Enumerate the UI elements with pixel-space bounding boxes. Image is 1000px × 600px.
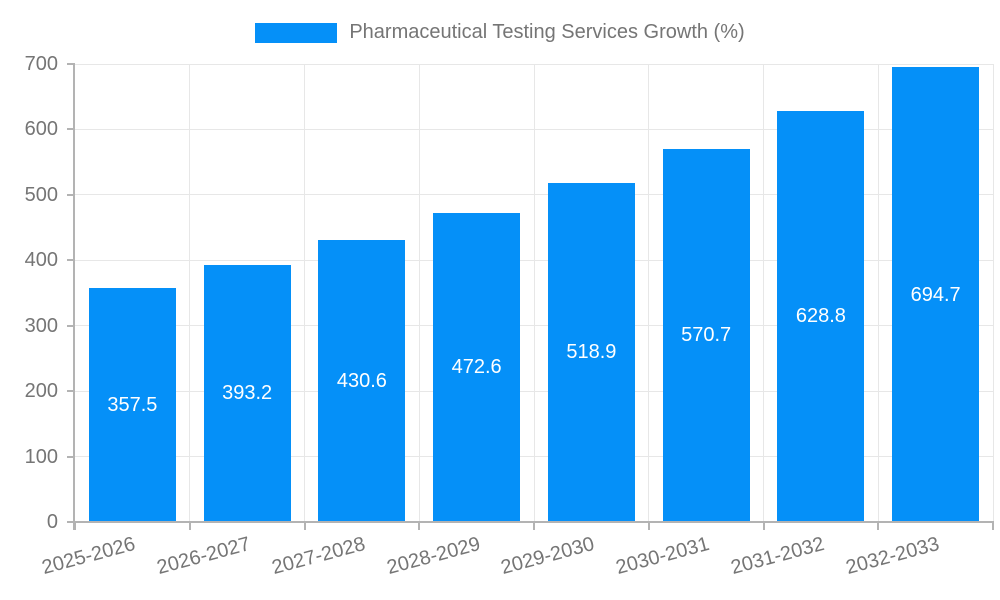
- x-axis-tick-mark: [533, 522, 535, 530]
- gridline-vertical: [877, 64, 879, 522]
- chart-legend[interactable]: Pharmaceutical Testing Services Growth (…: [0, 21, 1000, 44]
- gridline-vertical: [189, 64, 191, 522]
- x-axis-tick-mark: [762, 522, 765, 530]
- y-axis-tick-label: 600: [24, 118, 58, 141]
- bar[interactable]: [662, 148, 750, 522]
- y-axis-tick-label: 500: [24, 183, 58, 206]
- gridline-vertical: [533, 64, 535, 522]
- plot-area: 357.5 393.2 430.6 472.6 518.9 570.7 628.8 694.7: [75, 63, 994, 522]
- bar[interactable]: [318, 240, 406, 522]
- bar-value-label: 393.2: [222, 382, 273, 405]
- y-axis-tick-mark: [67, 63, 75, 65]
- y-axis-tick-mark: [67, 259, 75, 262]
- x-axis-tick-mark: [992, 522, 994, 530]
- y-axis-tick-mark: [67, 128, 75, 131]
- x-axis-tick-mark: [188, 522, 191, 530]
- x-axis-tick-mark: [647, 522, 650, 530]
- y-axis-tick-mark: [67, 521, 75, 523]
- y-axis-tick-label: 200: [24, 380, 58, 403]
- y-axis-tick-mark: [67, 390, 75, 393]
- gridline-vertical: [304, 64, 305, 522]
- gridline-vertical: [418, 64, 420, 522]
- x-axis-tick-mark: [418, 522, 421, 530]
- bar-value-label: 694.7: [910, 283, 961, 306]
- gridline-vertical: [992, 64, 994, 522]
- legend-label: Pharmaceutical Testing Services Growth (…: [349, 21, 745, 43]
- bar-value-label: 570.7: [681, 324, 732, 347]
- gridline-vertical: [763, 64, 764, 522]
- bar[interactable]: [777, 110, 865, 522]
- bar-value-label: 357.5: [107, 394, 158, 417]
- bar-value-label: 518.9: [566, 341, 617, 364]
- y-axis-tick-label: 700: [24, 53, 58, 75]
- x-axis-tick-mark: [74, 522, 76, 530]
- y-axis-line: [73, 64, 75, 530]
- bar[interactable]: [88, 288, 176, 522]
- y-axis-tick-mark: [67, 193, 75, 196]
- bar-value-label: 472.6: [451, 356, 502, 379]
- y-axis-tick-mark: [67, 455, 75, 458]
- y-axis-tick-label: 0: [46, 511, 58, 533]
- x-axis-tick-mark: [877, 522, 880, 530]
- bar[interactable]: [547, 182, 635, 522]
- legend-swatch: [255, 22, 338, 43]
- y-axis-tick-label: 400: [24, 249, 58, 272]
- bar[interactable]: [433, 212, 521, 522]
- y-axis-tick-label: 300: [24, 314, 58, 337]
- y-axis-tick-mark: [67, 324, 75, 327]
- bar[interactable]: [203, 264, 291, 522]
- bar-value-label: 430.6: [336, 370, 387, 393]
- bar-value-label: 628.8: [795, 305, 846, 328]
- bar[interactable]: [892, 67, 980, 522]
- x-axis-tick-mark: [303, 522, 306, 530]
- y-axis-tick-label: 100: [24, 445, 58, 468]
- gridline-vertical: [648, 64, 650, 522]
